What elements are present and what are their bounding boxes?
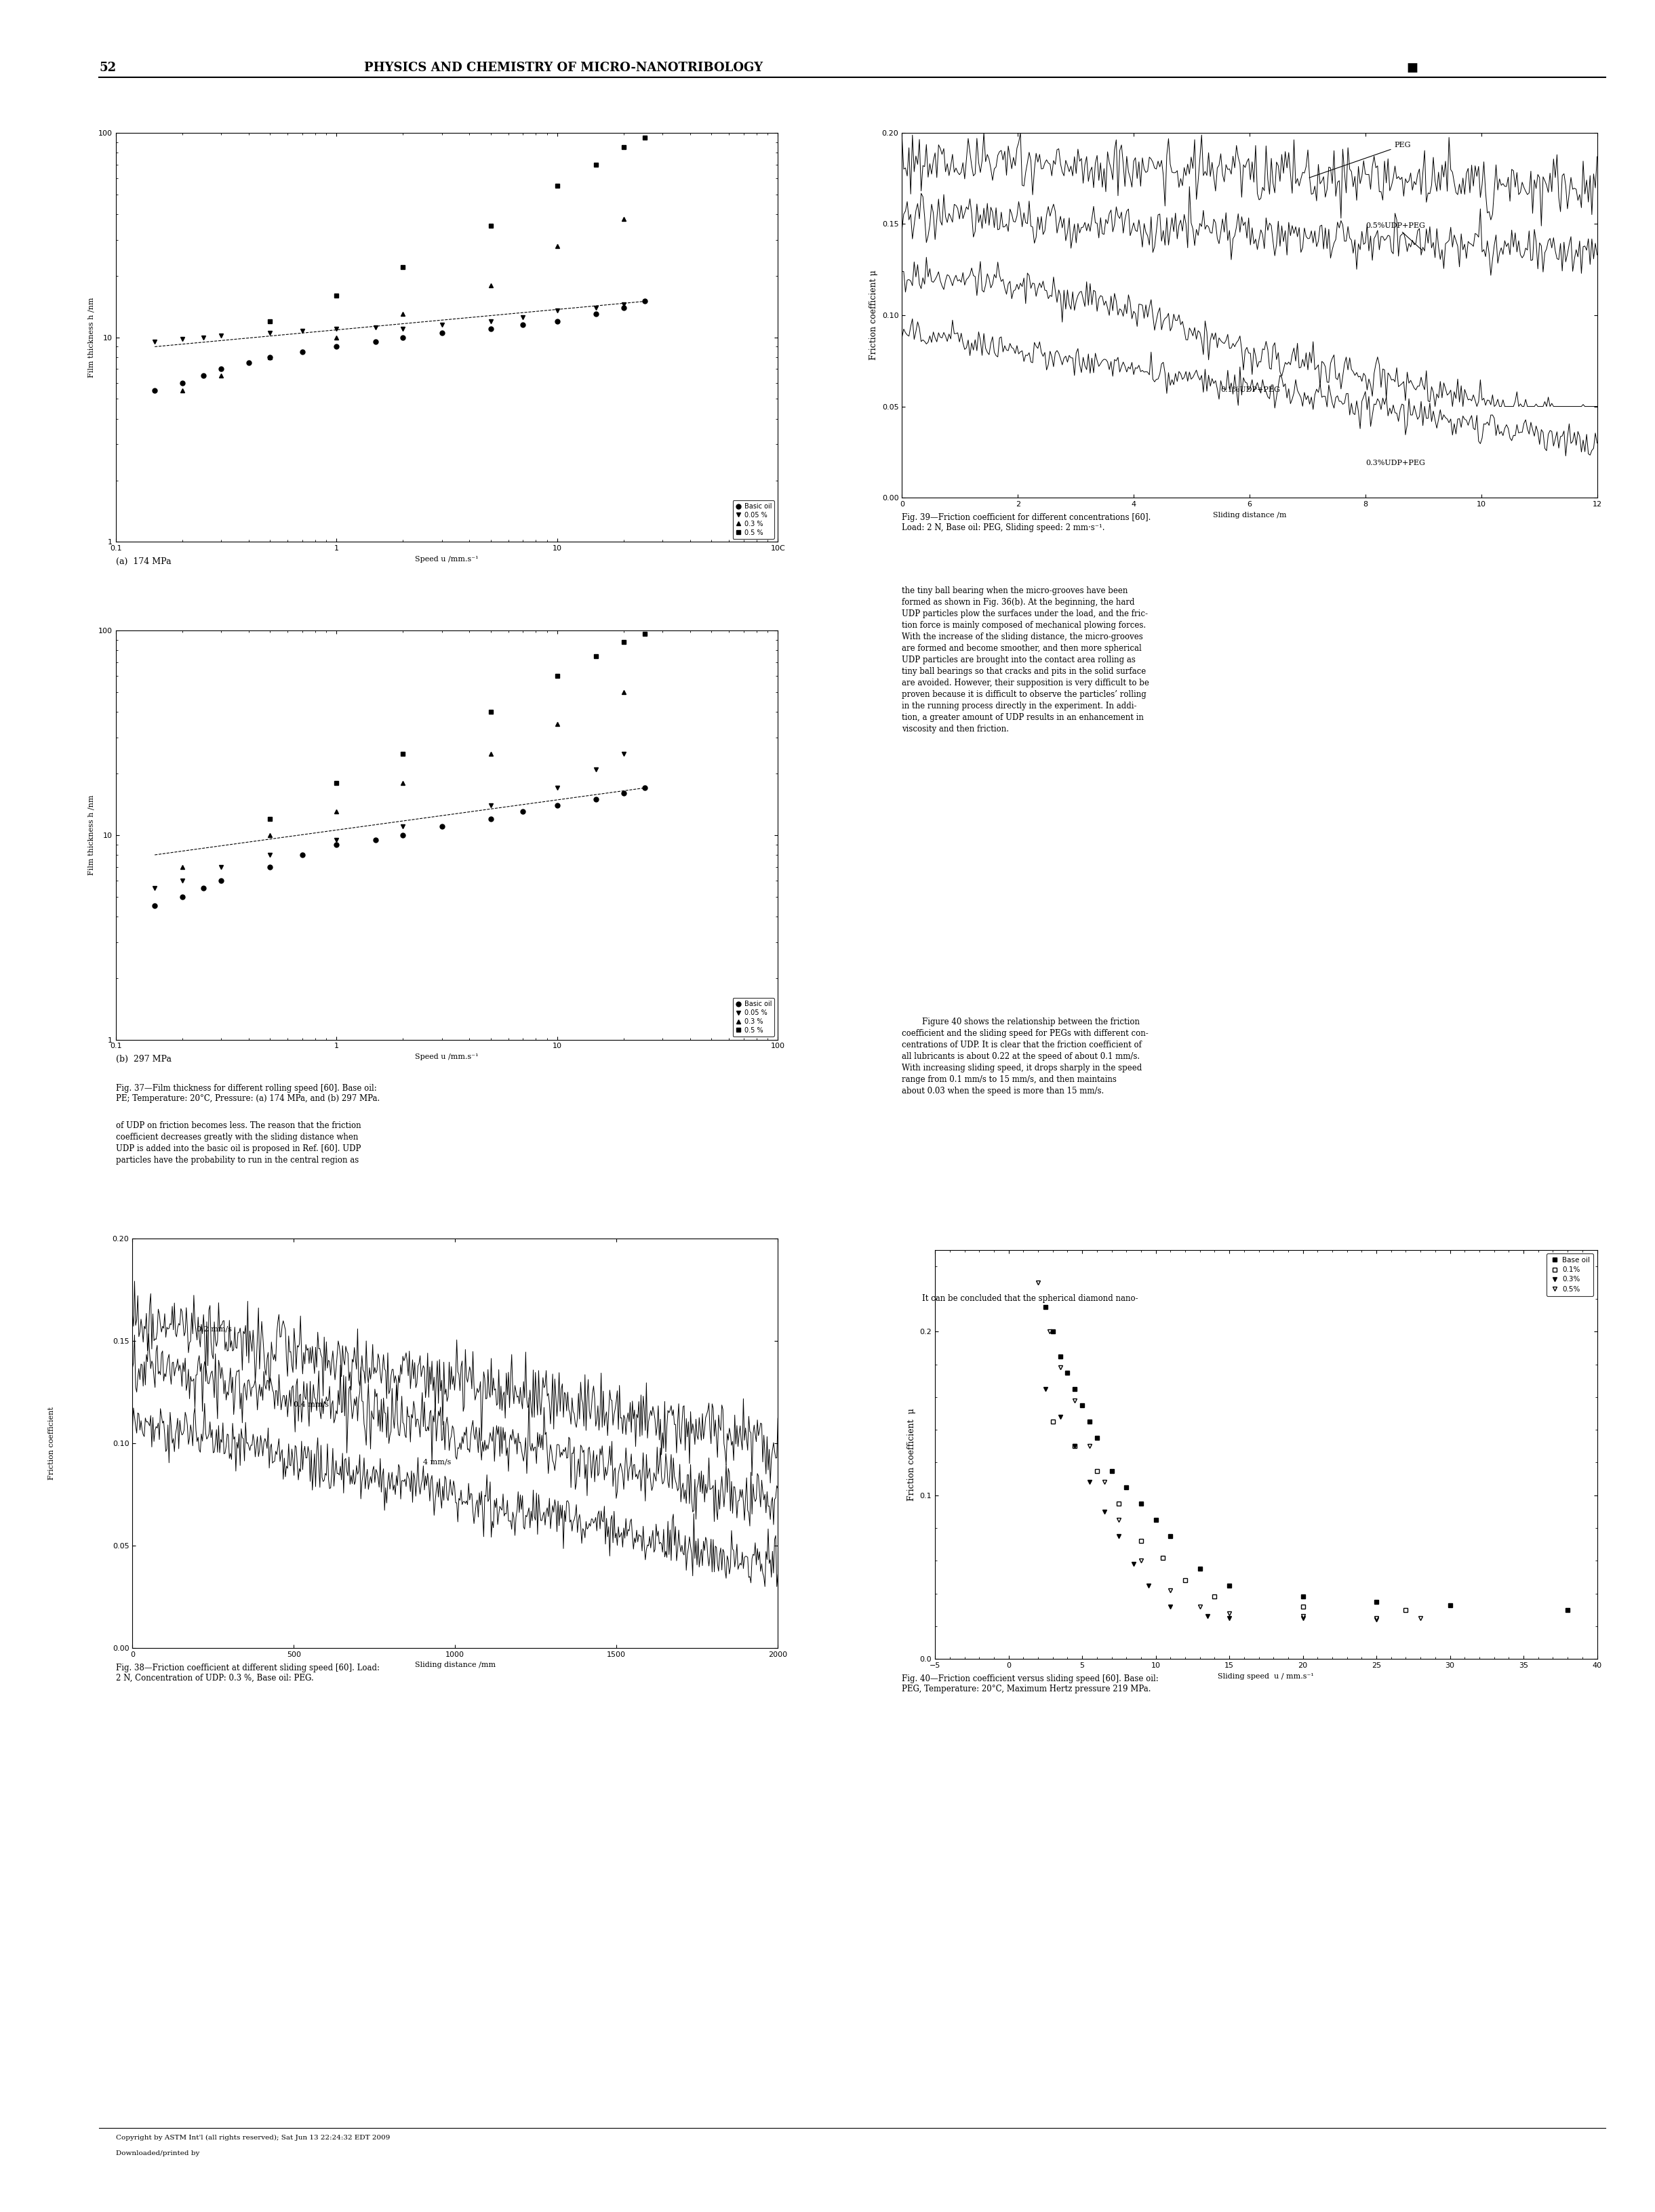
Y-axis label: Friction coefficient  μ: Friction coefficient μ (907, 1409, 915, 1500)
Line: 0.1%: 0.1% (1051, 1420, 1408, 1613)
0.3% (1109, 1524, 1129, 1551)
Text: Copyright by ASTM Int'l (all rights reserved); Sat Jun 13 22:24:32 EDT 2009: Copyright by ASTM Int'l (all rights rese… (116, 2135, 391, 2141)
0.5% (1190, 1593, 1210, 1619)
0.3% (1220, 1606, 1240, 1632)
0.3% (1124, 1551, 1144, 1577)
0.5% (1109, 1506, 1129, 1533)
0.1% (1154, 1544, 1173, 1571)
Base oil (1051, 1343, 1071, 1369)
0.1% (1130, 1528, 1150, 1555)
0.5% (1410, 1606, 1430, 1632)
X-axis label: Sliding distance /m: Sliding distance /m (1213, 511, 1286, 518)
Base oil (1036, 1294, 1056, 1321)
0.5% (1130, 1548, 1150, 1575)
Text: It can be concluded that the spherical diamond nano-: It can be concluded that the spherical d… (902, 1294, 1139, 1303)
0.3% (1079, 1469, 1099, 1495)
Text: 4 mm/s: 4 mm/s (424, 1458, 450, 1464)
Text: 0.3%UDP+PEG: 0.3%UDP+PEG (1365, 460, 1425, 467)
Legend: Base oil, 0.1%, 0.3%, 0.5%: Base oil, 0.1%, 0.3%, 0.5% (1547, 1254, 1594, 1296)
Y-axis label: Friction coefficient: Friction coefficient (48, 1407, 55, 1480)
Base oil (1220, 1573, 1240, 1599)
Text: 0.1%UDP+PEG: 0.1%UDP+PEG (1221, 387, 1279, 394)
Base oil (1064, 1376, 1084, 1402)
0.1% (1205, 1584, 1225, 1610)
Base oil (1058, 1358, 1077, 1385)
Text: the tiny ball bearing when the micro-grooves have been
formed as shown in Fig. 3: the tiny ball bearing when the micro-gro… (902, 586, 1149, 734)
Legend: Basic oil, 0.05 %, 0.3 %, 0.5 %: Basic oil, 0.05 %, 0.3 %, 0.5 % (733, 998, 775, 1037)
0.3% (1367, 1606, 1387, 1632)
Base oil (1087, 1425, 1107, 1451)
0.3% (1139, 1573, 1158, 1599)
Text: 52: 52 (99, 62, 116, 75)
X-axis label: Sliding distance /mm: Sliding distance /mm (415, 1661, 495, 1668)
0.1% (1109, 1491, 1129, 1517)
Text: Fig. 38—Friction coefficient at different sliding speed [60]. Load:
2 N, Concent: Fig. 38—Friction coefficient at differen… (116, 1663, 379, 1683)
Line: 0.3%: 0.3% (1043, 1387, 1379, 1621)
0.1% (1064, 1433, 1084, 1460)
0.3% (1036, 1376, 1056, 1402)
Base oil (1117, 1473, 1137, 1500)
0.5% (1064, 1387, 1084, 1413)
0.3% (1197, 1604, 1216, 1630)
Line: Base oil: Base oil (1043, 1305, 1571, 1613)
0.3% (1160, 1593, 1180, 1619)
Base oil (1079, 1409, 1099, 1436)
Text: Fig. 40—Friction coefficient versus sliding speed [60]. Base oil:
PEG, Temperatu: Fig. 40—Friction coefficient versus slid… (902, 1674, 1158, 1694)
0.5% (1160, 1577, 1180, 1604)
0.5% (1367, 1606, 1387, 1632)
Text: Figure 40 shows the relationship between the friction
coefficient and the slidin: Figure 40 shows the relationship between… (902, 1018, 1149, 1095)
Y-axis label: Friction coefficient μ: Friction coefficient μ (869, 270, 879, 361)
Base oil (1072, 1391, 1092, 1418)
0.1% (1087, 1458, 1107, 1484)
Base oil (1440, 1593, 1460, 1619)
0.1% (1395, 1597, 1415, 1624)
0.3% (1064, 1433, 1084, 1460)
X-axis label: Speed u /mm.s⁻¹: Speed u /mm.s⁻¹ (415, 1053, 478, 1060)
Text: Downloaded/printed by: Downloaded/printed by (116, 2150, 200, 2157)
Text: PHYSICS AND CHEMISTRY OF MICRO-NANOTRIBOLOGY: PHYSICS AND CHEMISTRY OF MICRO-NANOTRIBO… (364, 62, 763, 75)
0.1% (1175, 1566, 1195, 1593)
0.5% (1079, 1433, 1099, 1460)
Text: of UDP on friction becomes less. The reason that the friction
coefficient decrea: of UDP on friction becomes less. The rea… (116, 1121, 361, 1166)
Base oil (1145, 1506, 1165, 1533)
Base oil (1130, 1491, 1150, 1517)
Line: 0.5%: 0.5% (1036, 1281, 1423, 1621)
Y-axis label: Film thickness h /nm: Film thickness h /nm (88, 296, 94, 378)
0.3% (1094, 1498, 1114, 1524)
X-axis label: Speed u /mm.s⁻¹: Speed u /mm.s⁻¹ (415, 555, 478, 562)
0.1% (1043, 1409, 1063, 1436)
Text: 0.5%UDP+PEG: 0.5%UDP+PEG (1365, 221, 1425, 250)
Base oil (1102, 1458, 1122, 1484)
0.5% (1039, 1318, 1059, 1345)
Base oil (1293, 1584, 1312, 1610)
X-axis label: Sliding speed  u / mm.s⁻¹: Sliding speed u / mm.s⁻¹ (1218, 1672, 1314, 1679)
0.5% (1220, 1599, 1240, 1626)
Text: 0.2 mm/s: 0.2 mm/s (197, 1325, 232, 1332)
Text: ■: ■ (1407, 62, 1418, 75)
0.5% (1094, 1469, 1114, 1495)
0.5% (1293, 1604, 1312, 1630)
0.5% (1028, 1270, 1048, 1296)
Text: (a)  174 MPa: (a) 174 MPa (116, 557, 170, 566)
Text: PEG: PEG (1309, 142, 1412, 177)
0.3% (1051, 1402, 1071, 1429)
Y-axis label: Film thickness h /nm: Film thickness h /nm (88, 794, 94, 876)
Text: Fig. 37—Film thickness for different rolling speed [60]. Base oil:
PE; Temperatu: Fig. 37—Film thickness for different rol… (116, 1084, 379, 1104)
Base oil (1557, 1597, 1577, 1624)
Text: 0.4 mm/s: 0.4 mm/s (295, 1400, 329, 1407)
Base oil (1367, 1588, 1387, 1615)
Legend: Basic oil, 0.05 %, 0.3 %, 0.5 %: Basic oil, 0.05 %, 0.3 %, 0.5 % (733, 500, 775, 540)
0.3% (1293, 1606, 1312, 1632)
0.1% (1293, 1593, 1312, 1619)
Base oil (1190, 1555, 1210, 1582)
0.5% (1051, 1354, 1071, 1380)
Base oil (1043, 1318, 1063, 1345)
Text: Fig. 39—Friction coefficient for different concentrations [60].
Load: 2 N, Base : Fig. 39—Friction coefficient for differe… (902, 513, 1152, 533)
Text: (b)  297 MPa: (b) 297 MPa (116, 1055, 172, 1064)
Base oil (1160, 1524, 1180, 1551)
